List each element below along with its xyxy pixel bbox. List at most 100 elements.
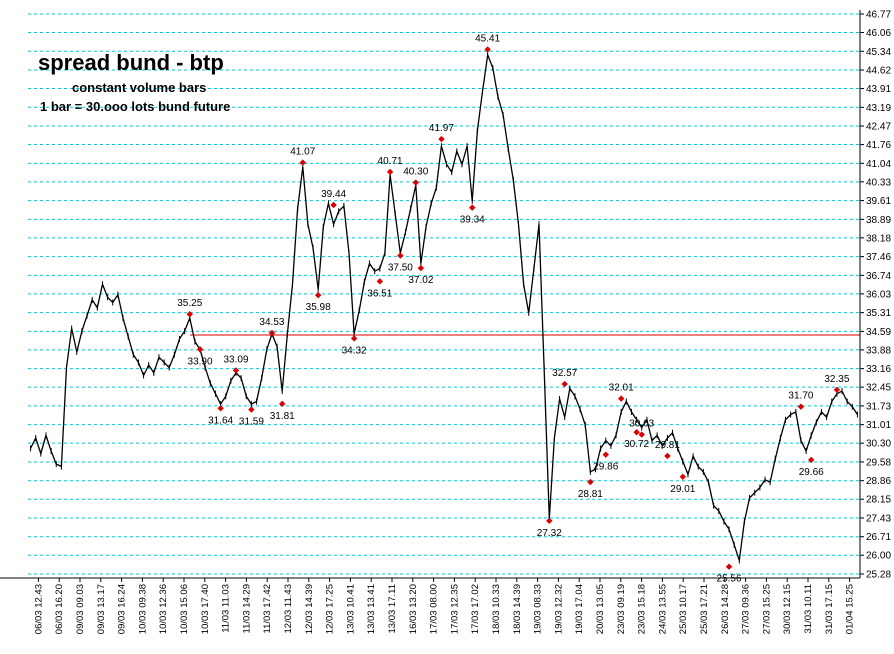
y-tick-label: 36.03: [866, 289, 891, 300]
pivot-marker: [602, 451, 609, 458]
pivot-label: 28.81: [578, 489, 603, 500]
x-tick-label: 18/03 10.33: [491, 584, 502, 634]
y-tick-label: 43.19: [866, 103, 891, 114]
y-tick-label: 33.16: [866, 364, 891, 375]
y-tick-label: 36.74: [866, 271, 891, 282]
pivot-marker: [330, 201, 337, 209]
x-tick-label: 17/03 17.02: [470, 584, 481, 634]
y-tick-label: 45.34: [866, 47, 891, 58]
pivot-marker: [617, 395, 625, 402]
axis-layer: 46.77 46.06 45.34 44.62 43.91 43.19 42.47 41.76…: [0, 10, 891, 634]
y-tick-label: 30.30: [866, 439, 891, 450]
pivot-marker: [664, 452, 671, 460]
x-tick-label: 10/03 17.40: [200, 584, 211, 634]
pivot-label: 35.98: [306, 302, 331, 313]
pivot-label: 33.90: [188, 356, 213, 367]
pivot-label: 31.64: [208, 415, 233, 426]
pivot-marker: [314, 291, 322, 299]
pivot-label: 29.86: [593, 462, 618, 473]
pivot-marker: [587, 478, 594, 486]
pivot-label: 29.66: [799, 467, 824, 478]
y-tick-label: 26.00: [866, 551, 891, 562]
pivot-label: 36.51: [367, 288, 392, 299]
pivot-label: 37.02: [408, 275, 433, 286]
y-tick-label: 31.73: [866, 401, 891, 412]
y-tick-label: 29.58: [866, 457, 891, 468]
pivot-marker: [633, 429, 640, 436]
x-tick-label: 26/03 14.28: [720, 584, 731, 634]
y-tick-label: 43.91: [866, 84, 891, 95]
x-tick-label: 19/03 17.04: [574, 584, 585, 634]
x-tick-label: 09/03 13.17: [96, 584, 107, 634]
pivot-marker: [561, 380, 568, 388]
pivot-label: 40.30: [403, 167, 428, 178]
x-tick-label: 11/03 14.29: [241, 584, 252, 633]
x-tick-label: 06/03 12.43: [33, 584, 44, 634]
x-tick-label: 10/03 12.36: [158, 584, 169, 634]
pivot-label: 32.57: [552, 368, 577, 379]
pivot-label: 29.01: [670, 484, 695, 495]
y-tick-label: 28.86: [866, 476, 891, 487]
pivot-marker: [417, 264, 425, 272]
y-tick-label: 37.46: [866, 252, 891, 263]
x-tick-label: 17/03 12.35: [449, 584, 460, 634]
pivot-marker: [196, 346, 204, 353]
x-tick-label: 17/03 08.00: [429, 584, 440, 634]
pivot-label: 45.41: [475, 33, 500, 44]
x-tick-label: 18/03 14.39: [512, 584, 523, 634]
x-tick-label: 10/03 09.38: [137, 584, 148, 634]
x-tick-label: 27/03 09.36: [741, 584, 752, 634]
pivot-label: 30.63: [629, 419, 654, 430]
y-tick-label: 46.06: [866, 28, 891, 39]
pivot-marker: [484, 46, 491, 53]
x-tick-label: 31/03 17.15: [824, 584, 835, 634]
pivot-label: 34.53: [259, 317, 284, 328]
x-tick-label: 12/03 14.39: [304, 584, 315, 634]
pivot-marker: [397, 252, 404, 259]
pivot-label: 25.56: [717, 574, 742, 585]
y-tick-label: 33.88: [866, 345, 891, 356]
y-tick-label: 28.15: [866, 495, 891, 506]
y-tick-label: 40.33: [866, 177, 891, 188]
pivot-marker: [546, 517, 553, 525]
pivot-marker: [350, 335, 358, 342]
x-tick-label: 23/03 09.19: [616, 584, 627, 634]
pivot-marker: [679, 473, 687, 481]
marker-layer: 35.25 33.90 31.64 33.09 31.59 34.53 31.81 41.07…: [177, 33, 850, 584]
x-tick-label: 31/03 10.11: [803, 584, 814, 633]
pivot-marker: [808, 456, 815, 464]
pivot-marker: [438, 135, 445, 143]
pivot-label: 39.44: [321, 189, 346, 200]
x-tick-label: 06/03 16.20: [54, 584, 65, 634]
pivot-marker: [469, 204, 476, 211]
y-tick-label: 41.04: [866, 159, 891, 170]
x-tick-label: 11/03 11.03: [221, 584, 232, 633]
y-tick-label: 42.47: [866, 122, 891, 133]
pivot-label: 32.01: [609, 383, 634, 394]
pivot-marker: [376, 278, 384, 285]
y-tick-label: 26.71: [866, 532, 891, 543]
grid-layer: [28, 13, 860, 575]
pivot-label: 31.70: [788, 391, 813, 402]
x-tick-label: 24/03 13.55: [657, 584, 668, 634]
x-tick-label: 10/03 15.06: [179, 584, 190, 634]
pivot-marker: [186, 310, 193, 318]
x-tick-label: 11/03 17.42: [262, 584, 273, 633]
pivot-marker: [232, 367, 240, 374]
chart-subtitle-1: constant volume bars: [72, 80, 206, 95]
price-line: [30, 52, 858, 561]
pivot-label: 29.81: [655, 440, 680, 451]
x-tick-label: 09/03 09.03: [75, 584, 86, 634]
pivot-label: 41.97: [429, 123, 454, 134]
x-tick-label: 27/03 15.25: [761, 584, 772, 634]
y-tick-label: 25.28: [866, 570, 891, 581]
pivot-marker: [299, 159, 306, 166]
y-tick-label: 41.76: [866, 140, 891, 151]
x-tick-label: 12/03 17.25: [325, 584, 336, 634]
pivot-marker: [833, 386, 841, 393]
pivot-label: 31.59: [239, 417, 264, 428]
pivot-marker: [248, 406, 255, 413]
pivot-marker: [217, 405, 224, 412]
pivot-marker: [279, 400, 286, 408]
